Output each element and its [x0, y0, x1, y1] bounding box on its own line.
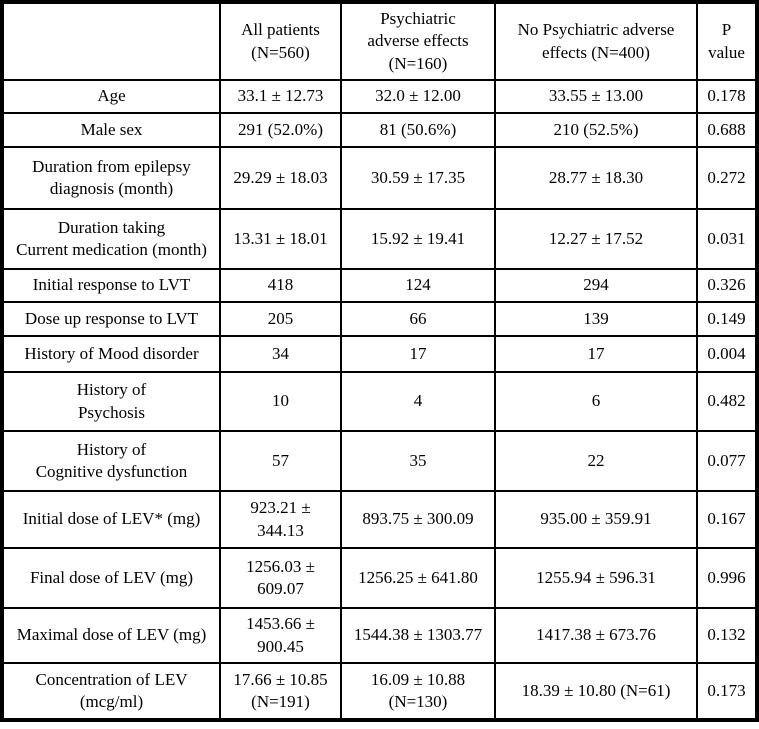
row-label: Initial response to LVT [1, 268, 221, 303]
data-cell: 1256.03 ± 609.07 [219, 547, 342, 609]
table-row: Dose up response to LVT 205 66 139 0.149 [1, 301, 758, 337]
table-row: Male sex 291 (52.0%) 81 (50.6%) 210 (52.5%)… [1, 112, 758, 148]
data-cell: 35 [340, 430, 496, 492]
row-label: History of Psychosis [1, 371, 221, 432]
table-row: Final dose of LEV (mg) 1256.03 ± 609.07 12… [1, 547, 758, 609]
data-cell: 923.21 ± 344.13 [219, 490, 342, 549]
row-label: History of Cognitive dysfunction [1, 430, 221, 492]
row-label: Initial dose of LEV* (mg) [1, 490, 221, 549]
data-cell: 30.59 ± 17.35 [340, 146, 496, 210]
p-value-cell: 0.482 [696, 371, 758, 432]
data-cell: 124 [340, 268, 496, 303]
data-cell: 1417.38 ± 673.76 [494, 607, 698, 664]
table-row: Initial response to LVT 418 124 294 0.326 [1, 268, 758, 303]
row-label: History of Mood disorder [1, 335, 221, 373]
data-cell: 33.1 ± 12.73 [219, 79, 342, 114]
column-header: All patients (N=560) [219, 1, 342, 81]
data-cell: 1256.25 ± 641.80 [340, 547, 496, 609]
p-value-cell: 0.996 [696, 547, 758, 609]
row-label: Age [1, 79, 221, 114]
header-row: All patients (N=560) Psychiatric adverse … [1, 1, 758, 81]
p-value-cell: 0.167 [696, 490, 758, 549]
data-cell: 4 [340, 371, 496, 432]
p-value-cell: 0.688 [696, 112, 758, 148]
row-label: Final dose of LEV (mg) [1, 547, 221, 609]
data-cell: 16.09 ± 10.88 (N=130) [340, 662, 496, 721]
data-cell: 1453.66 ± 900.45 [219, 607, 342, 664]
data-cell: 1544.38 ± 1303.77 [340, 607, 496, 664]
data-cell: 81 (50.6%) [340, 112, 496, 148]
data-cell: 13.31 ± 18.01 [219, 208, 342, 270]
table-row: Age 33.1 ± 12.73 32.0 ± 12.00 33.55 ± 13.00… [1, 79, 758, 114]
data-cell: 17 [494, 335, 698, 373]
table-row: History of Cognitive dysfunction 57 35 22 0.… [1, 430, 758, 492]
data-cell: 139 [494, 301, 698, 337]
row-label: Concentration of LEV (mcg/ml) [1, 662, 221, 721]
data-cell: 15.92 ± 19.41 [340, 208, 496, 270]
row-label-header [1, 1, 221, 81]
row-label: Duration taking Current medication (mont… [1, 208, 221, 270]
data-cell: 66 [340, 301, 496, 337]
data-cell: 205 [219, 301, 342, 337]
p-value-cell: 0.178 [696, 79, 758, 114]
data-cell: 17 [340, 335, 496, 373]
table-row: Initial dose of LEV* (mg) 923.21 ± 344.13… [1, 490, 758, 549]
data-cell: 1255.94 ± 596.31 [494, 547, 698, 609]
data-cell: 17.66 ± 10.85 (N=191) [219, 662, 342, 721]
p-value-cell: 0.326 [696, 268, 758, 303]
p-value-cell: 0.077 [696, 430, 758, 492]
data-cell: 210 (52.5%) [494, 112, 698, 148]
data-cell: 10 [219, 371, 342, 432]
data-cell: 34 [219, 335, 342, 373]
data-cell: 418 [219, 268, 342, 303]
row-label: Duration from epilepsy diagnosis (month) [1, 146, 221, 210]
table-row: History of Mood disorder 34 17 17 0.004 [1, 335, 758, 373]
column-header: No Psychiatric adverse effects (N=400) [494, 1, 698, 81]
p-value-cell: 0.173 [696, 662, 758, 721]
data-cell: 291 (52.0%) [219, 112, 342, 148]
table-header: All patients (N=560) Psychiatric adverse … [1, 1, 758, 81]
row-label: Maximal dose of LEV (mg) [1, 607, 221, 664]
data-cell: 18.39 ± 10.80 (N=61) [494, 662, 698, 721]
data-cell: 32.0 ± 12.00 [340, 79, 496, 114]
data-cell: 294 [494, 268, 698, 303]
data-cell: 28.77 ± 18.30 [494, 146, 698, 210]
table-row: Concentration of LEV (mcg/ml) 17.66 ± 10.… [1, 662, 758, 721]
data-cell: 6 [494, 371, 698, 432]
data-cell: 33.55 ± 13.00 [494, 79, 698, 114]
p-value-cell: 0.132 [696, 607, 758, 664]
p-value-cell: 0.149 [696, 301, 758, 337]
data-cell: 57 [219, 430, 342, 492]
column-header: Psychiatric adverse effects (N=160) [340, 1, 496, 81]
row-label: Male sex [1, 112, 221, 148]
data-cell: 29.29 ± 18.03 [219, 146, 342, 210]
table-row: History of Psychosis 10 4 6 0.482 [1, 371, 758, 432]
p-value-cell: 0.031 [696, 208, 758, 270]
table-body: Age 33.1 ± 12.73 32.0 ± 12.00 33.55 ± 13.00… [1, 79, 758, 721]
data-cell: 935.00 ± 359.91 [494, 490, 698, 549]
p-value-cell: 0.004 [696, 335, 758, 373]
table-row: Maximal dose of LEV (mg) 1453.66 ± 900.45… [1, 607, 758, 664]
column-header: P value [696, 1, 758, 81]
data-cell: 12.27 ± 17.52 [494, 208, 698, 270]
data-cell: 893.75 ± 300.09 [340, 490, 496, 549]
p-value-cell: 0.272 [696, 146, 758, 210]
row-label: Dose up response to LVT [1, 301, 221, 337]
data-cell: 22 [494, 430, 698, 492]
table-row: Duration from epilepsy diagnosis (month)… [1, 146, 758, 210]
table-row: Duration taking Current medication (mont… [1, 208, 758, 270]
